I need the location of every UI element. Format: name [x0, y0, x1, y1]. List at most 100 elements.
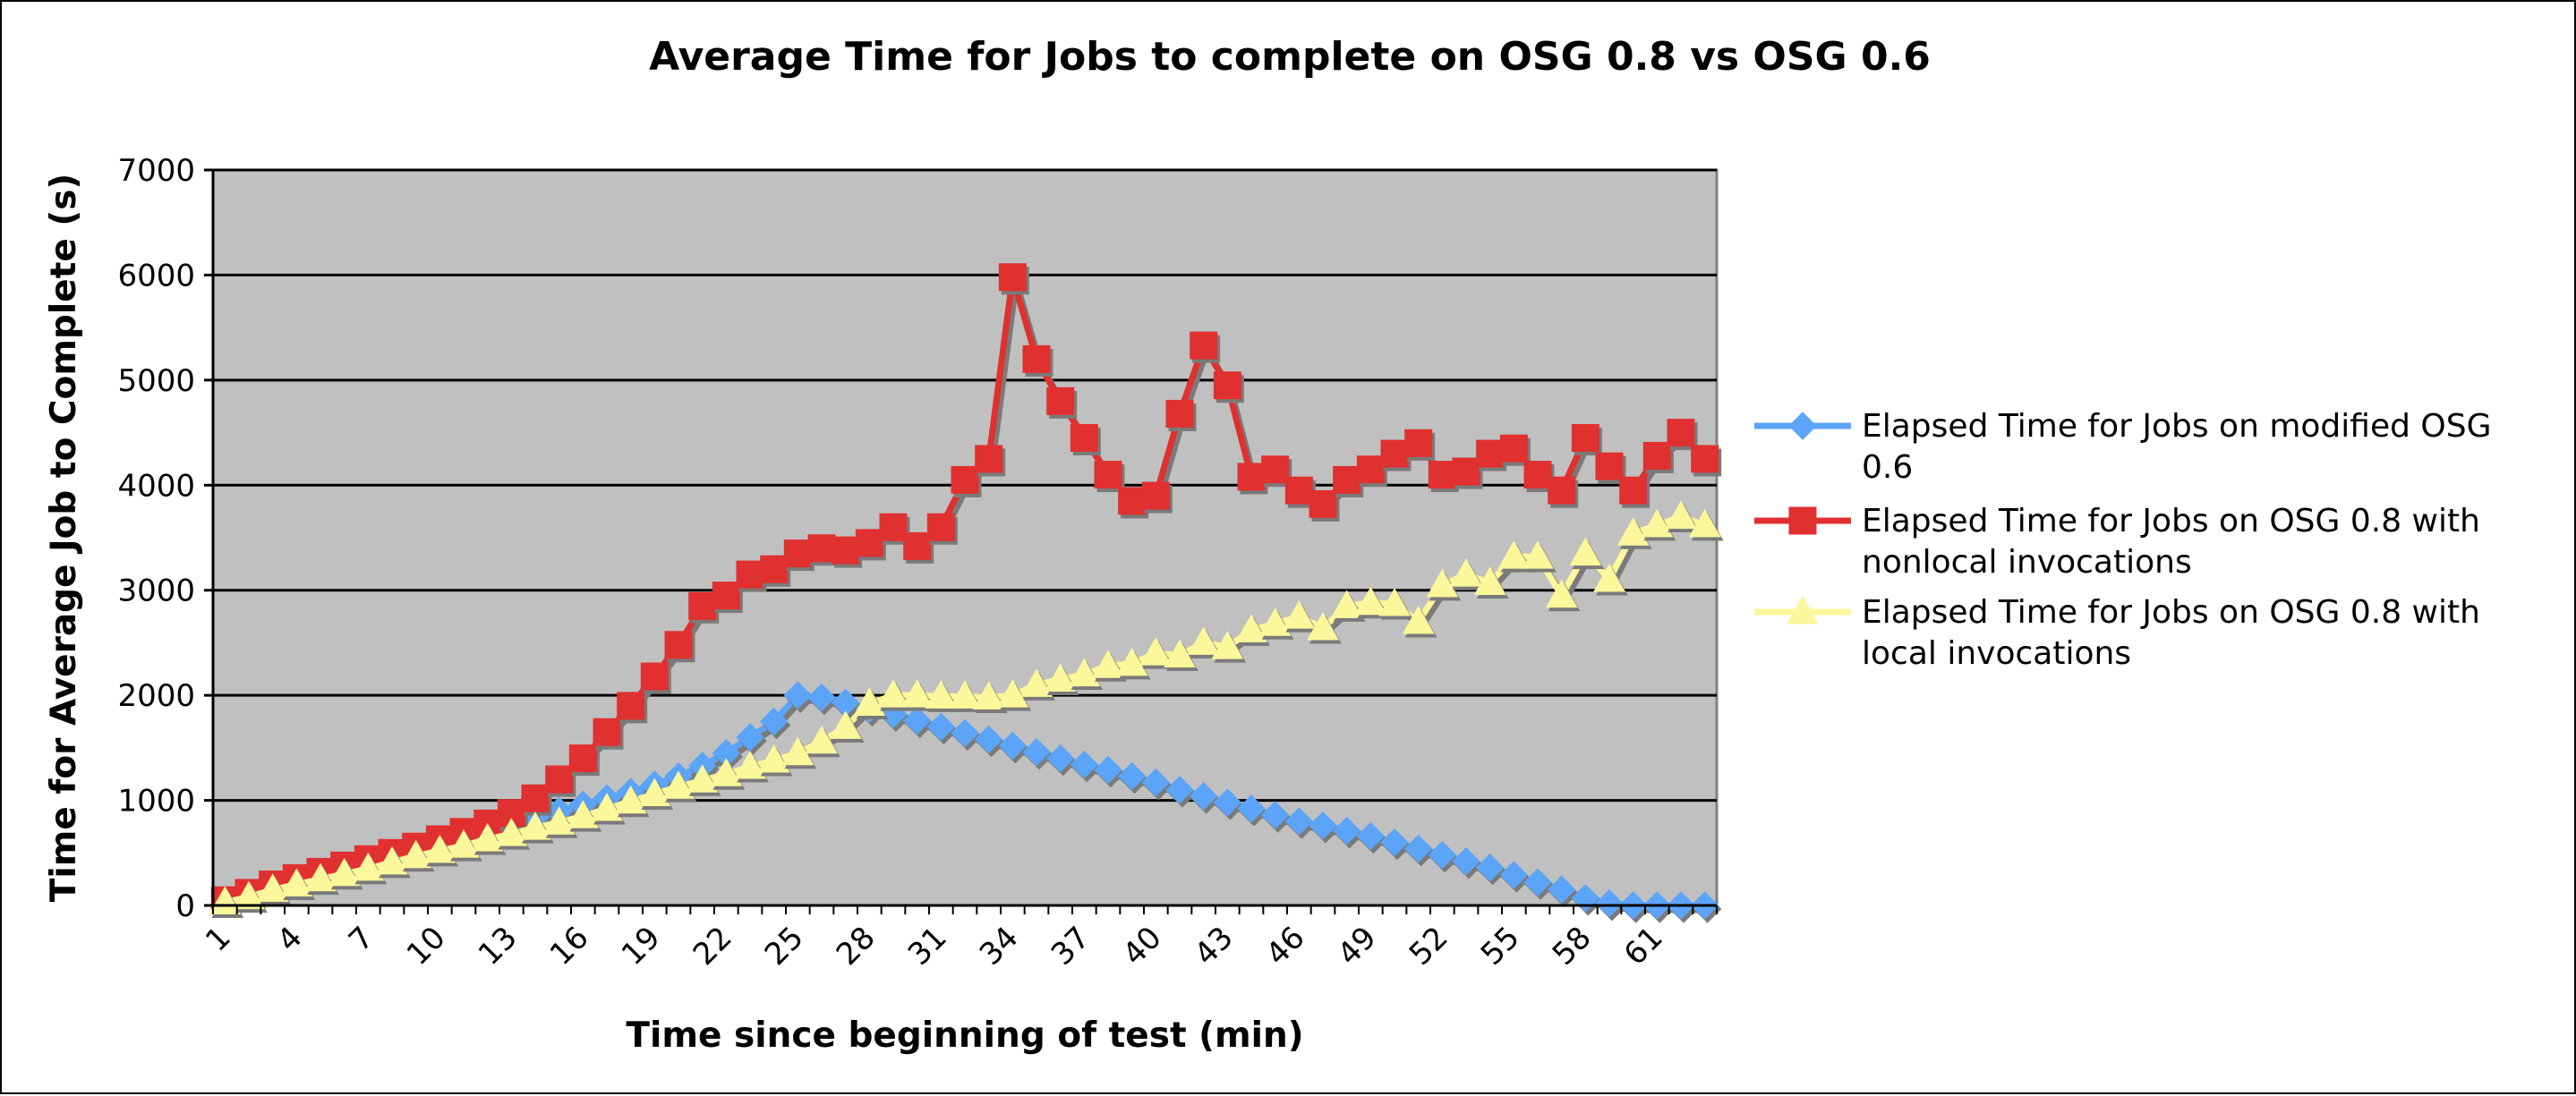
data-point [998, 731, 1028, 760]
data-point [1141, 481, 1170, 510]
data-point [1117, 761, 1147, 791]
x-tick-label: 13 [472, 920, 525, 973]
data-point [1141, 768, 1171, 797]
data-point [925, 680, 958, 709]
y-tick-label: 6000 [117, 258, 195, 293]
x-axis-title: Time since beginning of test (min) [626, 1015, 1303, 1056]
data-point [974, 725, 1003, 754]
y-tick-label: 1000 [117, 784, 195, 820]
data-point [593, 718, 621, 746]
legend-label: Elapsed Time for Jobs on OSG 0.8 with non… [1862, 503, 2480, 581]
data-point [1403, 834, 1433, 863]
y-tick-label: 4000 [117, 468, 195, 504]
y-axis-title: Time for Average Job to Complete (s) [44, 174, 84, 903]
y-tick-label: 5000 [117, 363, 195, 399]
data-point [1068, 658, 1101, 687]
data-point [1691, 445, 1719, 473]
data-point [879, 513, 908, 541]
x-tick-label: 31 [901, 920, 954, 973]
data-point [853, 687, 886, 717]
x-tick-label: 49 [1331, 920, 1384, 973]
data-point [951, 718, 979, 748]
data-point [664, 631, 693, 659]
data-point [471, 823, 504, 852]
x-tick-label: 58 [1546, 920, 1599, 973]
plot-area [209, 168, 1724, 923]
data-point [1261, 455, 1290, 484]
data-point [542, 806, 576, 835]
data-point [1213, 788, 1242, 817]
data-point [521, 784, 550, 812]
data-point [1258, 607, 1292, 636]
data-point [376, 845, 408, 875]
data-point [1165, 399, 1194, 428]
data-point [1545, 579, 1578, 608]
x-tick-label: 7 [342, 920, 381, 959]
data-point [1187, 626, 1220, 655]
legend-swatch-marker [1788, 506, 1817, 535]
data-point [1020, 668, 1053, 697]
data-point [1595, 888, 1624, 918]
data-point [926, 513, 955, 541]
data-point [1283, 600, 1316, 629]
data-point [757, 743, 790, 773]
x-tick-label: 52 [1403, 920, 1455, 973]
y-tick-labels: 0 1000 2000 3000 4000 5000 6000 7000 [117, 153, 213, 924]
x-tick-label: 19 [615, 920, 668, 973]
x-tick-label: 61 [1617, 920, 1670, 973]
data-point [352, 852, 385, 881]
data-point [1499, 861, 1529, 889]
data-point [1688, 508, 1721, 538]
data-point [256, 873, 289, 902]
x-tick-label: 1 [199, 920, 238, 959]
data-point [1139, 637, 1173, 666]
data-point [1452, 457, 1480, 486]
legend: Elapsed Time for Jobs on modified OSG 0.6… [1754, 408, 2491, 672]
data-point [949, 680, 981, 709]
data-point [304, 862, 337, 892]
data-point [1070, 423, 1098, 452]
data-point [233, 880, 265, 910]
data-point [1665, 500, 1697, 530]
data-point [1642, 441, 1671, 470]
data-point [1428, 840, 1457, 870]
legend-swatch-marker [1788, 412, 1817, 440]
data-point [1354, 586, 1387, 616]
data-point [1569, 537, 1602, 566]
data-point [1237, 463, 1266, 491]
data-point [1523, 868, 1552, 896]
legend-item: Elapsed Time for Jobs on modified OSG 0.6 [1754, 408, 2491, 486]
x-tick-label: 28 [830, 920, 883, 973]
data-point [688, 591, 717, 620]
legend-item: Elapsed Time for Jobs on OSG 0.8 with non… [1754, 503, 2480, 581]
data-point [640, 662, 669, 691]
data-point [829, 710, 862, 739]
chart-title: Average Time for Jobs to complete on OSG… [649, 34, 1931, 80]
data-point [1641, 508, 1674, 538]
data-point [1070, 750, 1099, 779]
data-point [998, 263, 1027, 292]
data-point [855, 529, 883, 557]
data-point [736, 560, 764, 589]
data-point [1356, 455, 1385, 484]
data-point [495, 818, 528, 846]
data-point [1667, 419, 1695, 447]
data-point [328, 857, 361, 887]
data-point [280, 868, 313, 897]
data-point [1284, 807, 1314, 836]
data-point [1332, 816, 1361, 845]
data-point [1380, 439, 1409, 468]
data-point [1211, 631, 1244, 659]
data-point [1452, 846, 1480, 876]
data-point [1571, 423, 1599, 452]
data-point [1094, 461, 1122, 489]
data-point [951, 465, 979, 494]
data-point [712, 582, 740, 610]
x-tick-label: 43 [1188, 920, 1241, 973]
legend-item: Elapsed Time for Jobs on OSG 0.8 with loc… [1754, 594, 2480, 672]
data-point [1044, 663, 1077, 692]
data-point [1522, 540, 1554, 569]
data-point [1428, 461, 1456, 489]
data-point [662, 770, 695, 799]
data-point [1548, 476, 1576, 505]
